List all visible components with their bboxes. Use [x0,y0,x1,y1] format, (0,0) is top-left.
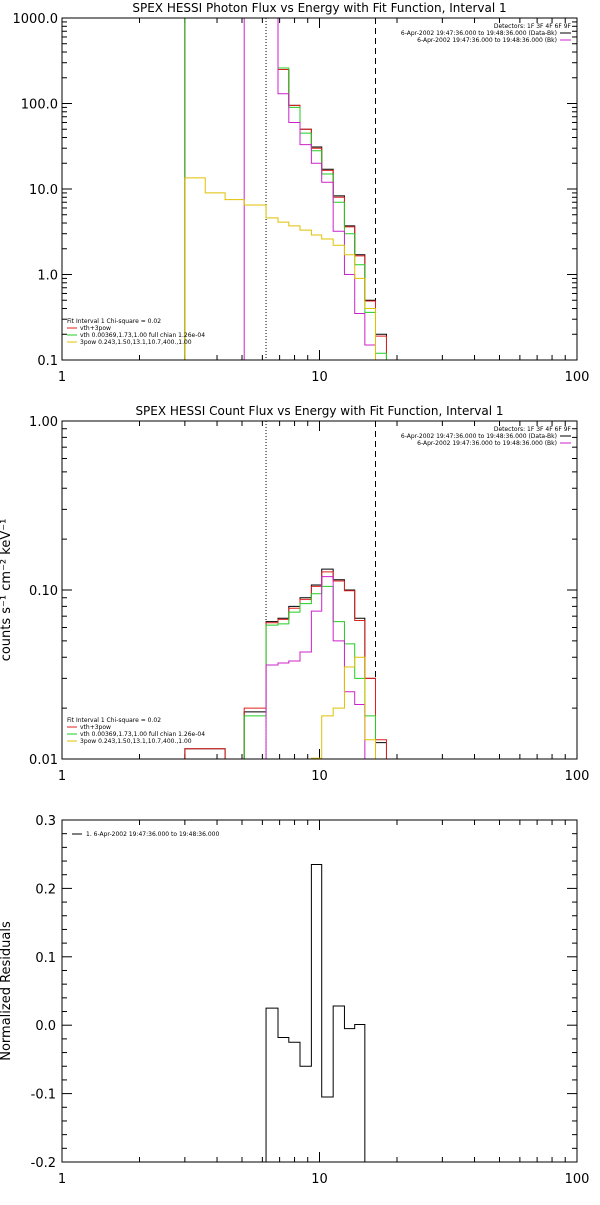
y-tick-label: 1.0 [37,269,58,284]
chart-title: SPEX HESSI Photon Flux vs Energy with Fi… [132,1,506,15]
x-tick-label: 1 [58,1172,66,1187]
y-tick-label: 0.2 [35,882,56,897]
series-step-4 [243,18,377,360]
series-step-3 [243,585,377,759]
x-tick-label: 1 [58,370,66,385]
data-layer [184,421,387,759]
detectors-text: Detectors: 1F 3F 4F 6F 9F [494,23,572,30]
y-tick-label: 1000.0 [13,12,59,27]
panel-2: SPEX HESSI Count Flux vs Energy with Fit… [0,404,589,784]
legend-entry: 3pow 0.243,1.50,13.1,10.7,400.,1.00 [80,738,192,745]
y-tick-label: 1.00 [29,415,58,430]
plot-frame [61,420,578,760]
plot-frame [61,819,578,1163]
x-tick-label: 1 [58,769,66,784]
y-tick-label: 0.1 [35,951,56,966]
y-tick-label: -0.2 [31,1156,56,1171]
series-step-1 [265,863,377,1162]
y-tick-label: 0.1 [37,354,58,369]
x-tick-label: 100 [565,1172,590,1187]
legend-entry: 1. 6-Apr-2002 19:47:36.000 to 19:48:36.0… [86,831,219,838]
header-line: 6-Apr-2002 19:47:36.000 to 19:48:36.000 … [417,440,557,447]
chart-title: SPEX HESSI Count Flux vs Energy with Fit… [135,404,503,418]
y-tick-label: 0.0 [35,1019,56,1034]
x-tick-label: 100 [565,769,590,784]
detectors-text: Detectors: 1F 3F 4F 6F 9F [494,426,572,433]
y-axis-label: Normalized Residuals [0,921,14,1061]
y-tick-label: 0.10 [29,584,58,599]
series-step-1 [184,568,387,759]
header-line: 6-Apr-2002 19:47:36.000 to 19:48:36.000 … [401,30,557,37]
x-tick-label: 10 [311,1172,328,1187]
legend-entry: vth+3pow [80,325,111,332]
legend-entry: 3pow 0.243,1.50,13.1,10.7,400.,1.00 [80,339,192,346]
series-step-5 [310,656,377,759]
data-layer [265,863,377,1162]
legend-entry: vth+3pow [80,724,111,731]
legend-entry: vth 0.00369,1.73,1.00 full chian 1.26e-0… [80,731,205,738]
legend-entry: Fit Interval 1 Chi-square = 0.02 [67,717,161,724]
panel-3: 1 10 100 -0.2 -0.1 0.0 0.1 0.2 0.3 Normalized Res… [0,814,589,1187]
plot-frame [61,17,578,361]
x-tick-label: 10 [311,370,328,385]
y-axis-label: counts s⁻¹ cm⁻² keV⁻¹ [0,519,14,662]
x-tick-label: 10 [311,769,328,784]
header-line: 6-Apr-2002 19:47:36.000 to 19:48:36.000 … [417,37,557,44]
y-tick-label: -0.1 [31,1088,56,1103]
legend-entry: vth 0.00369,1.73,1.00 full chian 1.26e-0… [80,332,205,339]
series-step-2 [184,571,387,759]
y-tick-label: 100.0 [21,98,58,113]
y-tick-label: 0.01 [29,753,58,768]
y-tick-label: 10.0 [29,183,58,198]
legend-entry: Fit Interval 1 Chi-square = 0.02 [67,318,161,325]
x-tick-label: 100 [565,370,590,385]
header-line: 6-Apr-2002 19:47:36.000 to 19:48:36.000 … [401,433,557,440]
series-step-5 [184,177,377,360]
data-layer [184,18,387,360]
y-tick-label: 0.3 [35,814,56,829]
series-step-2 [184,18,387,360]
panel-1: SPEX HESSI Photon Flux vs Energy with Fi… [13,1,590,385]
series-step-4 [265,576,366,759]
